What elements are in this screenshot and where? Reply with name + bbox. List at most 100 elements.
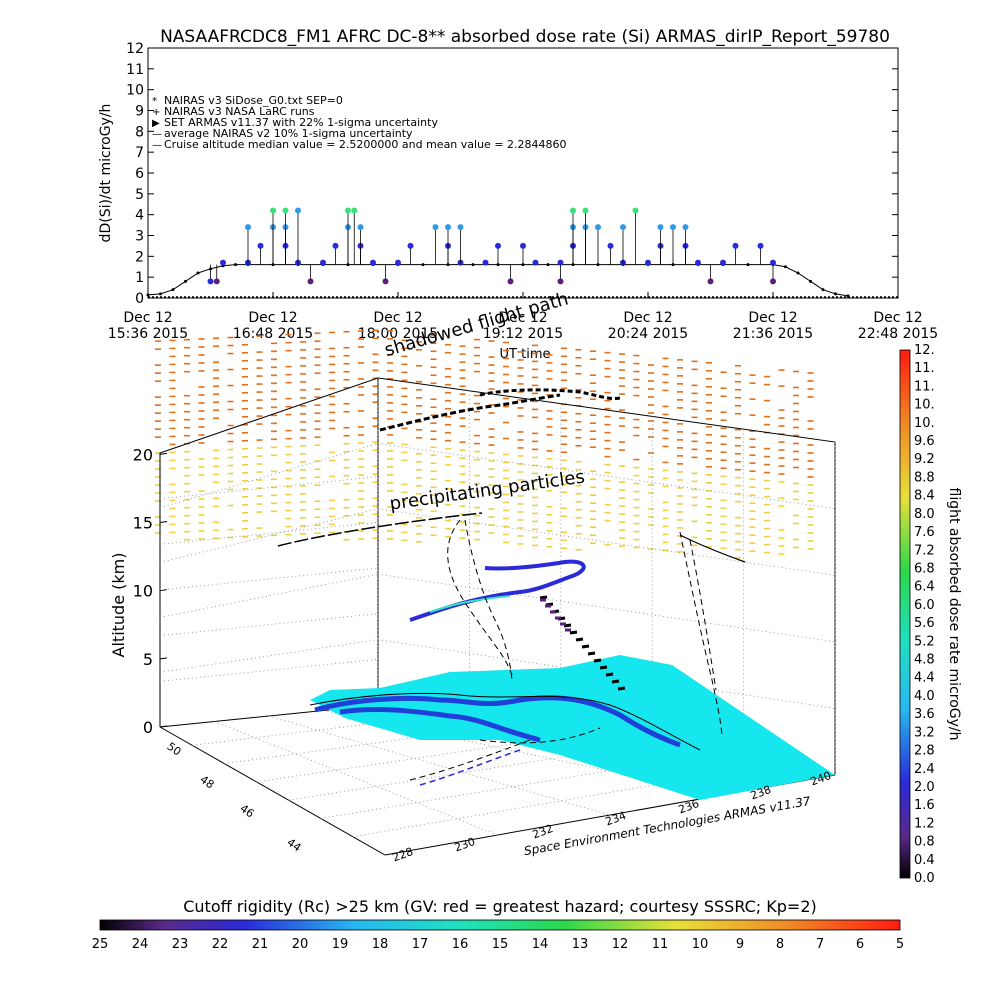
shadow-marker (575, 637, 584, 642)
y-tick-label: 6 (135, 166, 144, 182)
armas-point (657, 224, 664, 231)
armas-point (757, 242, 764, 249)
cutoff-rigidity-ticks: 25 24 23 22 21 20 19 18 17 16 15 14 13 12 11 10 9 8 7 6 5 (92, 937, 904, 952)
y-tick-label: 4 (135, 208, 144, 224)
legend-entry: NAIRAS v3 NASA LaRC runs (164, 105, 315, 118)
cutoff-rigidity-tick-label: 9 (736, 937, 744, 952)
altitude-ticks: 0 5 10 15 20 (133, 445, 168, 737)
armas-point (595, 224, 601, 231)
dose-rate-tick-label: 4.4 (914, 671, 935, 686)
cutoff-rigidity-tick-label: 17 (412, 937, 429, 952)
y-tick-label: 3 (135, 229, 144, 245)
armas-point (620, 224, 626, 231)
armas-point (257, 242, 264, 249)
armas-point (213, 278, 220, 285)
dose-rate-tick-label: 12. (914, 343, 935, 358)
grid-line (159, 573, 379, 618)
x-tick-date: Dec 12 (873, 310, 922, 326)
grid-line (159, 658, 379, 682)
nairas-v3-point (809, 279, 812, 283)
nairas-v3-point (421, 263, 425, 267)
armas-point (770, 278, 776, 285)
dose-rate-colorbar-fill (899, 349, 911, 879)
y-tick-label: 7 (135, 145, 144, 161)
cutoff-rigidity-tick-label: 18 (372, 937, 389, 952)
ground-map (310, 655, 835, 800)
armas-point (632, 207, 639, 214)
nairas-v3-point (746, 263, 750, 267)
nairas-v3-point (821, 288, 825, 292)
grid-line (159, 508, 379, 563)
cutoff-rigidity-tick-label: 10 (692, 937, 709, 952)
dose-rate-colorbar: 0.0 0.4 0.8 1.2 1.6 2.0 2.4 2.8 3.2 3.6 4.0 4.4 4.8 5… (899, 343, 962, 886)
dose-rate-tick-label: 7.6 (914, 525, 935, 540)
x-tick-date: Dec 12 (748, 310, 797, 326)
altitude-tick-mark (159, 725, 168, 728)
armas-point (732, 242, 739, 249)
grid-line (377, 443, 836, 509)
nairas-v3-point (471, 263, 475, 267)
dose-rate-tick-label: 0.8 (914, 835, 935, 850)
dose-rate-tick-label: 6.8 (914, 561, 935, 576)
grid-line (214, 721, 498, 836)
shadow-marker (611, 679, 620, 684)
shadow-marker (599, 665, 608, 670)
grid-line (159, 639, 379, 673)
legend-entry: NAIRAS v3 SiDose_G0.txt SEP=0 (164, 94, 343, 107)
shadow-markers (539, 595, 626, 691)
altitude-tick-label: 20 (133, 445, 153, 464)
grid-line (159, 476, 379, 500)
armas-point (557, 259, 564, 266)
x-tick-time: 20:24 2015 (608, 326, 688, 342)
armas-point (207, 278, 214, 285)
shadow-marker (563, 623, 572, 628)
dose-rate-tick-label: 0.0 (914, 871, 935, 886)
cutoff-rigidity-tick-label: 24 (132, 937, 149, 952)
x-tick-date: Dec 12 (498, 310, 547, 326)
dose-rate-tick-label: 2.8 (914, 744, 935, 759)
cutoff-rigidity-tick-label: 16 (452, 937, 469, 952)
latitude-tick-label: 46 (238, 802, 257, 821)
legend-entry: Cruise altitude median value = 2.5200000… (164, 138, 567, 151)
legend-symbol: — (152, 140, 162, 151)
altitude-tick-mark (159, 657, 168, 660)
shadow-marker (617, 686, 626, 691)
nairas-v3-point (796, 271, 800, 275)
nairas-v3-point (184, 279, 187, 283)
altitude-axis-label: Altitude (km) (109, 553, 128, 658)
armas-point (351, 207, 358, 214)
legend-symbol: + (152, 107, 160, 118)
x-tick-date: Dec 12 (248, 310, 297, 326)
dose-rate-series (146, 207, 898, 298)
dose-rate-tick-label: 6.4 (914, 580, 935, 595)
y-tick-label: 8 (135, 124, 144, 140)
altitude-tick-label: 0 (143, 718, 153, 737)
dose-rate-tick-label: 9.2 (914, 452, 935, 467)
three-d-panel: shadowed flight path precipitating parti… (109, 288, 836, 864)
armas-point (295, 207, 301, 214)
dose-rate-tick-label: 1.2 (914, 816, 935, 831)
x-tick-time: 19:12 2015 (483, 326, 563, 342)
y-tick-label: 9 (135, 104, 144, 120)
armas-point (607, 242, 614, 249)
armas-point (357, 224, 364, 231)
dose-rate-colorbar-label: flight absorbed dose rate microGy/h (946, 488, 962, 741)
armas-point (245, 224, 251, 231)
dose-rate-tick-label: 7.2 (914, 543, 935, 558)
shadow-marker (581, 644, 590, 649)
dose-rate-tick-label: 5.2 (914, 634, 935, 649)
nairas-v3-point (196, 271, 200, 275)
cutoff-rigidity-tick-label: 22 (212, 937, 229, 952)
armas-point (345, 207, 351, 214)
dose-rate-tick-label: 3.6 (914, 707, 935, 722)
y-tick-label: 11 (126, 62, 144, 78)
cutoff-rigidity-tick-label: 7 (816, 937, 824, 952)
altitude-tick-label: 15 (133, 514, 153, 533)
altitude-tick-mark (159, 452, 168, 455)
longitude-tick-label: 230 (453, 835, 477, 854)
armas-point (482, 259, 489, 266)
grid-line (159, 567, 379, 591)
y-tick-label: 5 (135, 187, 144, 203)
altitude-tick-mark (159, 589, 168, 592)
